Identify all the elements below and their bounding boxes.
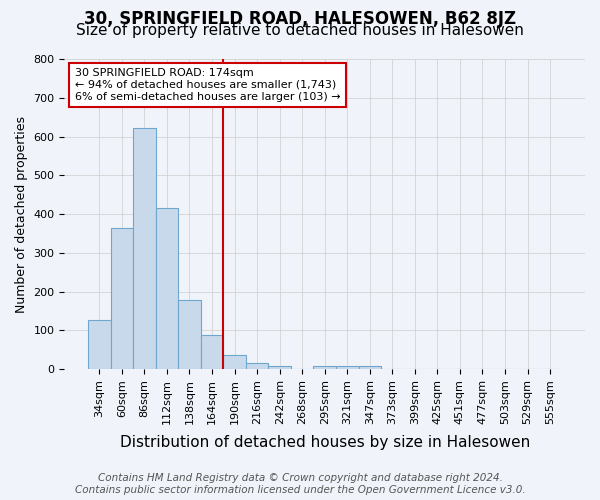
Text: Size of property relative to detached houses in Halesowen: Size of property relative to detached ho… — [76, 22, 524, 38]
Y-axis label: Number of detached properties: Number of detached properties — [15, 116, 28, 312]
Bar — [336, 366, 359, 369]
Bar — [313, 366, 336, 369]
Bar — [178, 300, 201, 369]
Bar — [133, 128, 155, 369]
Bar — [155, 208, 178, 369]
Bar — [201, 335, 223, 369]
X-axis label: Distribution of detached houses by size in Halesowen: Distribution of detached houses by size … — [119, 435, 530, 450]
Text: Contains HM Land Registry data © Crown copyright and database right 2024.
Contai: Contains HM Land Registry data © Crown c… — [74, 474, 526, 495]
Bar — [110, 228, 133, 369]
Bar — [88, 320, 110, 369]
Bar — [246, 363, 268, 369]
Bar — [359, 366, 381, 369]
Text: 30, SPRINGFIELD ROAD, HALESOWEN, B62 8JZ: 30, SPRINGFIELD ROAD, HALESOWEN, B62 8JZ — [84, 10, 516, 28]
Bar — [223, 356, 246, 369]
Bar — [268, 366, 291, 369]
Text: 30 SPRINGFIELD ROAD: 174sqm
← 94% of detached houses are smaller (1,743)
6% of s: 30 SPRINGFIELD ROAD: 174sqm ← 94% of det… — [75, 68, 340, 102]
